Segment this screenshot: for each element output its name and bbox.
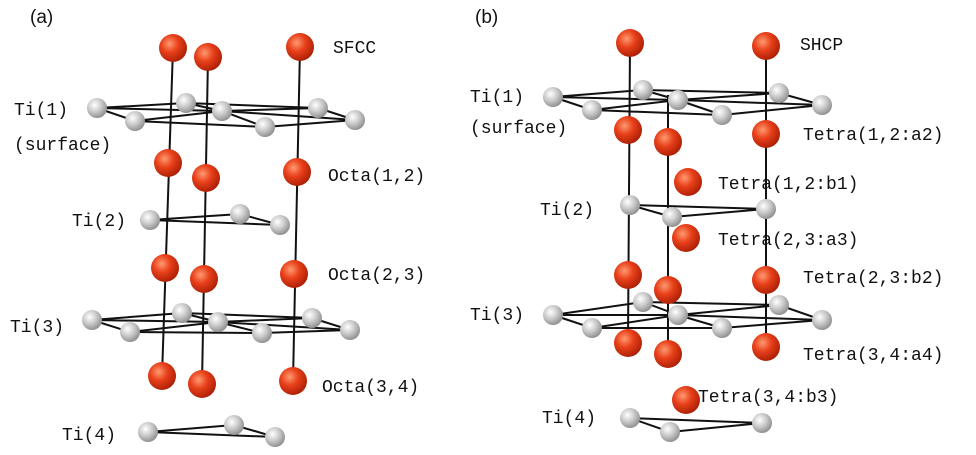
atom-label: Octa(2,3): [328, 266, 425, 286]
ti-atom: [620, 408, 640, 428]
ti-atom: [172, 303, 192, 323]
ti-atom: [138, 422, 158, 442]
ti-atom: [208, 312, 228, 332]
ti-atom: [302, 308, 322, 328]
panel-label: (b): [475, 7, 498, 28]
interstitial-site: [752, 266, 780, 294]
ti-atom: [769, 295, 789, 315]
ti-atom: [769, 83, 789, 103]
ti-atom: [252, 323, 272, 343]
atom-label: Octa(1,2): [328, 167, 425, 187]
interstitial-site: [752, 333, 780, 361]
interstitial-site: [654, 276, 682, 304]
ti-atom: [340, 320, 360, 340]
atom-label: (surface): [14, 136, 111, 156]
bond: [630, 205, 766, 217]
atom-label: Tetra(3,4:b3): [698, 388, 838, 408]
ti-atom: [812, 95, 832, 115]
ti-atom: [668, 305, 688, 325]
ti-atom: [712, 105, 732, 125]
atom-label: Ti(3): [470, 306, 524, 326]
ti-atom: [633, 80, 653, 100]
interstitial-site: [614, 261, 642, 289]
ti-atom: [82, 310, 102, 330]
ti-atom: [620, 195, 640, 215]
atom-label: Ti(3): [10, 318, 64, 338]
ti-atom: [270, 215, 290, 235]
interstitial-site: [672, 224, 700, 252]
bond: [148, 425, 275, 437]
atom-label: Tetra(1,2:b1): [718, 175, 858, 195]
interstitial-site: [672, 386, 700, 414]
ti-atom: [543, 305, 563, 325]
ti-atom: [176, 93, 196, 113]
ti-atom: [756, 199, 776, 219]
interstitial-site: [752, 32, 780, 60]
ti-atom: [660, 422, 680, 442]
panel-label: (a): [30, 7, 53, 28]
ti-atom: [582, 318, 602, 338]
interstitial-site: [148, 362, 176, 390]
atom-label: Tetra(3,4:a4): [803, 346, 943, 366]
atom-label: Ti(2): [540, 201, 594, 221]
interstitial-site: [674, 168, 702, 196]
interstitial-site: [286, 33, 314, 61]
ti-atom: [345, 110, 365, 130]
interstitial-site: [188, 370, 216, 398]
interstitial-site: [159, 34, 187, 62]
atom-label: Octa(3,4): [322, 378, 419, 398]
figure: (a) SFCC Ti(1) (surface) Octa(1,2) Ti(2) Octa(…: [0, 0, 976, 455]
interstitial-site: [654, 128, 682, 156]
ti-atom: [140, 210, 160, 230]
interstitial-site: [151, 254, 179, 282]
atom-label: (surface): [470, 119, 567, 139]
ti-atom: [308, 98, 328, 118]
structure-name: SHCP: [800, 36, 843, 56]
ti-atom: [712, 318, 732, 338]
ti-atom: [255, 117, 275, 137]
interstitial-site: [280, 260, 308, 288]
interstitial-site: [190, 265, 218, 293]
interstitial-site: [614, 116, 642, 144]
atom-label: Tetra(2,3:b2): [803, 269, 943, 289]
ti-atom: [812, 310, 832, 330]
ti-atom: [120, 322, 140, 342]
ti-atom: [87, 98, 107, 118]
interstitial-site: [752, 120, 780, 148]
ti-atom: [582, 100, 602, 120]
atom-label: Ti(1): [470, 88, 524, 108]
interstitial-site: [279, 367, 307, 395]
atom-label: Ti(1): [14, 101, 68, 121]
interstitial-site: [283, 158, 311, 186]
atom-label: Ti(4): [62, 426, 116, 446]
ti-atom: [668, 90, 688, 110]
interstitial-site: [154, 149, 182, 177]
bond: [628, 43, 630, 343]
interstitial-site: [614, 329, 642, 357]
ti-atom: [752, 413, 772, 433]
interstitial-site: [192, 164, 220, 192]
atom-label: Ti(2): [72, 212, 126, 232]
bond: [630, 418, 762, 432]
ti-atom: [543, 87, 563, 107]
atom-label: Tetra(1,2:a2): [803, 126, 943, 146]
interstitial-site: [654, 340, 682, 368]
interstitial-site: [194, 43, 222, 71]
bond: [150, 214, 280, 225]
ti-atom: [230, 204, 250, 224]
ti-atom: [265, 427, 285, 447]
ti-atom: [224, 415, 244, 435]
structure-name: SFCC: [333, 39, 376, 59]
atom-label: Ti(4): [542, 409, 596, 429]
ti-atom: [662, 207, 682, 227]
interstitial-site: [616, 29, 644, 57]
ti-atom: [633, 292, 653, 312]
ti-atom: [125, 111, 145, 131]
ti-atom: [212, 101, 232, 121]
atom-label: Tetra(2,3:a3): [718, 231, 858, 251]
